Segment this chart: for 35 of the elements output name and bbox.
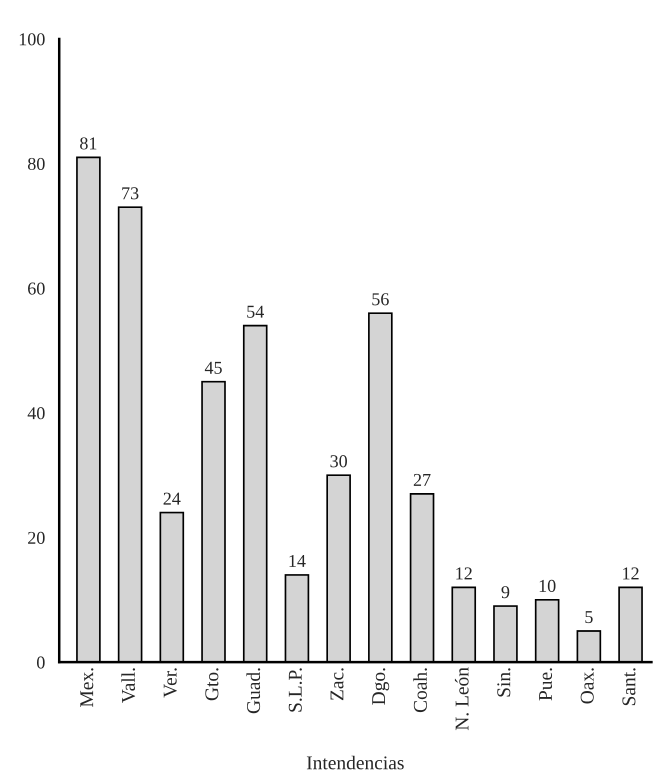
y-tick-label: 80 <box>28 158 45 170</box>
x-tick-label: Guad. <box>246 668 260 714</box>
data-label: 9 <box>502 586 510 598</box>
x-tick-label: N. León <box>454 667 469 730</box>
x-tick-label: Coah. <box>413 668 427 712</box>
data-label: 56 <box>372 293 389 306</box>
x-tick-label: Dgo. <box>372 668 390 705</box>
x-tick-label: Oax. <box>580 668 594 704</box>
x-tick-label: Mex. <box>80 668 94 707</box>
data-label: 54 <box>247 306 264 318</box>
y-tick-label: 100 <box>20 33 45 46</box>
x-axis-title: Intendencias <box>306 756 404 770</box>
data-label: 12 <box>623 567 639 580</box>
y-tick-label: 20 <box>28 532 45 544</box>
data-label: 12 <box>456 567 472 580</box>
y-tick-label: 60 <box>28 282 45 295</box>
x-tick-label: S.L.P. <box>288 668 302 712</box>
data-label: 27 <box>414 474 431 486</box>
x-tick-label: Pue. <box>539 668 552 700</box>
data-label: 73 <box>122 187 138 200</box>
x-tick-label: Ver. <box>164 668 177 698</box>
y-tick-label: 0 <box>36 656 45 669</box>
data-label: 45 <box>204 362 222 374</box>
x-tick-label: Zac. <box>330 668 344 700</box>
data-label: 30 <box>330 455 347 468</box>
data-label: 14 <box>289 554 306 567</box>
x-tick-label: Sant. <box>622 668 636 706</box>
x-tick-label: Vall. <box>121 668 136 703</box>
data-label: 81 <box>80 137 96 150</box>
x-tick-label: Gto. <box>205 668 218 700</box>
data-label: 10 <box>540 580 556 592</box>
data-label: 24 <box>164 492 181 505</box>
y-tick-label: 40 <box>28 407 45 420</box>
data-label: 5 <box>585 611 593 624</box>
x-tick-label: Sin. <box>497 668 510 697</box>
